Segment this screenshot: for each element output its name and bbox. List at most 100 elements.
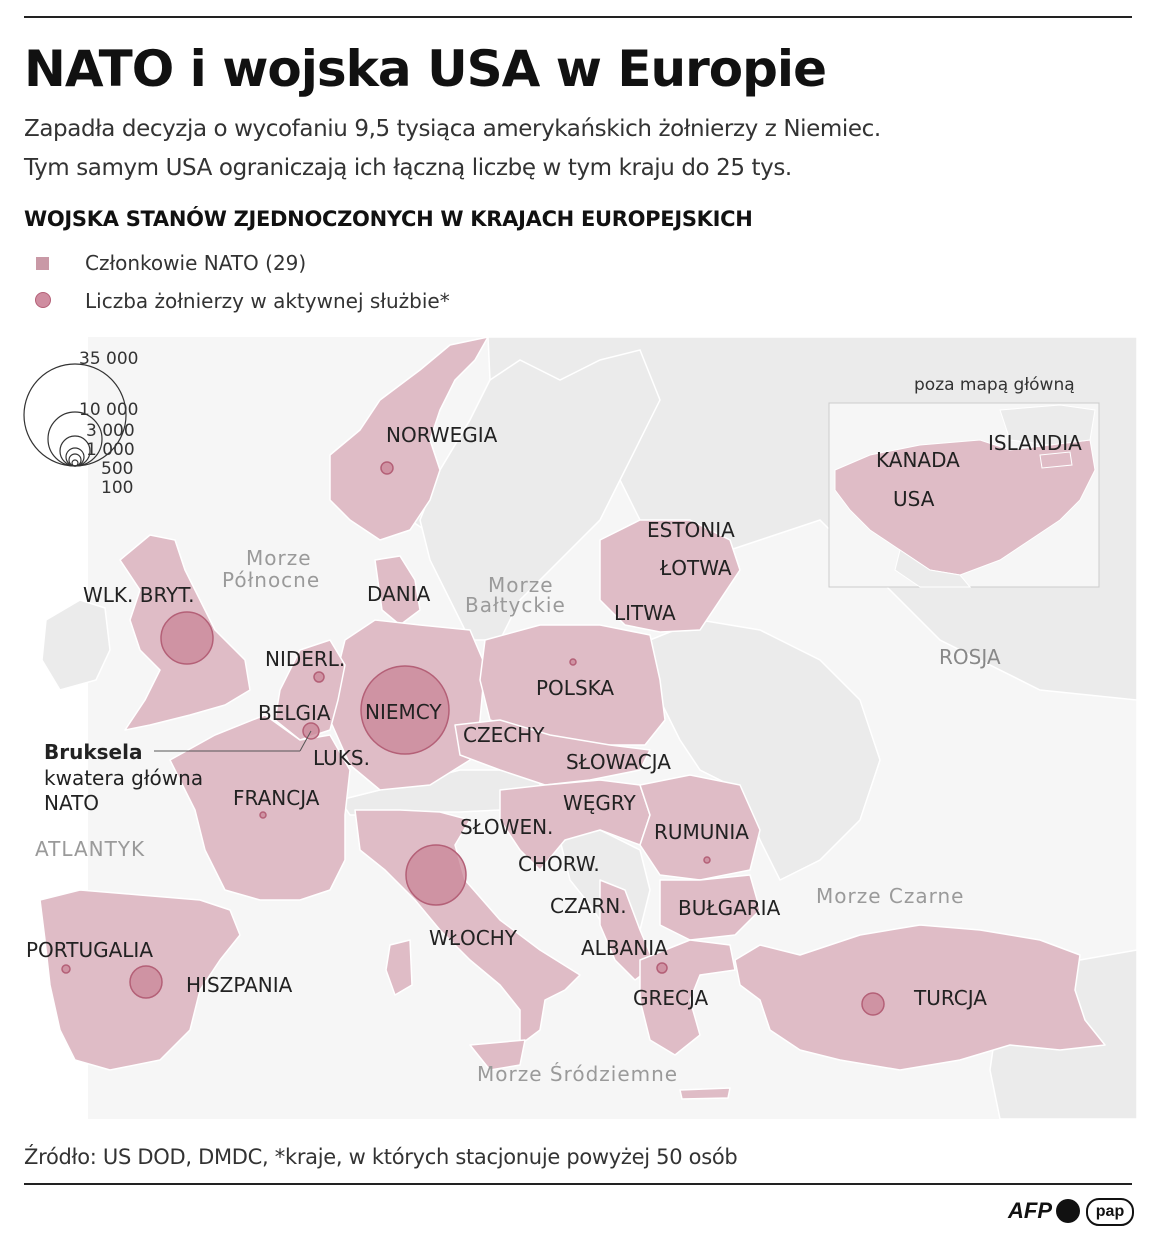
inset-label-canada: KANADA bbox=[876, 448, 960, 472]
circle-swatch-icon bbox=[35, 292, 51, 308]
label-spain: HISZPANIA bbox=[186, 973, 293, 997]
country-labels: NORWEGIA WLK. BRYT. DANIA ESTONIA ŁOTWA … bbox=[26, 423, 1001, 1010]
label-russia: ROSJA bbox=[939, 645, 1001, 669]
label-turkey: TURCJA bbox=[913, 986, 987, 1010]
inset-label-iceland: ISLANDIA bbox=[988, 431, 1082, 455]
norway-shape bbox=[329, 336, 489, 541]
netherlands-belgium-shape bbox=[274, 639, 346, 741]
label-black-sea: Morze Czarne bbox=[816, 884, 964, 908]
bulgaria-shape bbox=[659, 874, 761, 941]
label-north-sea-2: Północne bbox=[222, 568, 320, 592]
label-italy: WŁOCHY bbox=[429, 926, 518, 950]
label-croatia: CHORW. bbox=[518, 852, 600, 876]
size-scale bbox=[23, 363, 127, 467]
label-albania: ALBANIA bbox=[581, 936, 668, 960]
source-note: Źródło: US DOD, DMDC, *kraje, w których … bbox=[24, 1145, 738, 1169]
europe-map: 35 000 10 000 3 000 1 000 500 100 NORWEG… bbox=[23, 336, 1138, 1120]
romania-shape bbox=[639, 774, 761, 881]
czechia-slovakia-shape bbox=[454, 719, 651, 786]
logos: AFP pap bbox=[974, 1198, 1134, 1228]
inset-iceland-land bbox=[1039, 451, 1073, 469]
legend-members-label: Członkowie NATO (29) bbox=[85, 251, 307, 275]
label-lithuania: LITWA bbox=[614, 601, 676, 625]
legend-troops-label: Liczba żołnierzy w aktywnej służbie* bbox=[85, 289, 450, 313]
label-baltic-1: Morze bbox=[488, 573, 554, 597]
brussels-annotation: Bruksela kwatera główna NATO bbox=[44, 740, 203, 815]
afp-logo: AFP bbox=[1008, 1198, 1052, 1223]
inset-greenland-land bbox=[999, 404, 1096, 446]
label-slovakia: SŁOWACJA bbox=[566, 750, 671, 774]
size-scale-labels: 35 000 10 000 3 000 1 000 500 100 bbox=[79, 349, 138, 498]
denmark-shape bbox=[374, 555, 421, 626]
inset-map: KANADA ISLANDIA USA bbox=[828, 402, 1100, 588]
label-uk: WLK. BRYT. bbox=[83, 583, 195, 607]
scale-circle-1000 bbox=[65, 447, 85, 467]
page-title: NATO i wojska USA w Europie bbox=[24, 40, 827, 98]
label-baltic-2: Bałtyckie bbox=[465, 593, 566, 617]
label-north-sea-1: Morze bbox=[246, 546, 312, 570]
inset-north-america-land bbox=[834, 439, 1096, 576]
label-mediterranean: Morze Śródziemne bbox=[477, 1062, 678, 1086]
inset-title: poza mapą główną bbox=[914, 375, 1075, 395]
label-germany: NIEMCY bbox=[365, 700, 442, 724]
brussels-leader-line-2 bbox=[299, 730, 312, 752]
bubble-portugal bbox=[61, 964, 71, 974]
scale-label-10000: 10 000 bbox=[79, 400, 138, 420]
bubble-spain bbox=[129, 965, 163, 999]
bubble-france bbox=[259, 811, 267, 819]
bottom-rule bbox=[24, 1183, 1132, 1185]
scale-label-3000: 3 000 bbox=[86, 421, 135, 441]
crete-shape bbox=[679, 1087, 731, 1100]
label-bulgaria: BUŁGARIA bbox=[678, 896, 781, 920]
label-hungary: WĘGRY bbox=[563, 791, 637, 815]
hungary-slovenia-croatia-shape bbox=[499, 779, 651, 871]
inset-label-usa: USA bbox=[893, 487, 935, 511]
sea-labels: Morze Północne Morze Bałtyckie ATLANTYK … bbox=[35, 546, 964, 1086]
sicily-shape bbox=[469, 1039, 526, 1071]
troop-bubbles bbox=[61, 461, 885, 1016]
label-atlantic: ATLANTYK bbox=[35, 837, 145, 861]
label-norway: NORWEGIA bbox=[386, 423, 498, 447]
scale-label-1000: 1 000 bbox=[86, 440, 135, 460]
subtitle-line-1: Zapadła decyzja o wycofaniu 9,5 tysiąca … bbox=[24, 116, 881, 142]
label-slovenia: SŁOWEN. bbox=[460, 815, 553, 839]
label-france: FRANCJA bbox=[233, 786, 320, 810]
bubble-norway bbox=[380, 461, 394, 475]
bubble-germany bbox=[360, 665, 450, 755]
label-greece: GRECJA bbox=[633, 986, 709, 1010]
label-denmark: DANIA bbox=[367, 582, 431, 606]
ireland bbox=[41, 599, 111, 691]
bubble-uk bbox=[160, 611, 214, 665]
scale-label-500: 500 bbox=[101, 459, 133, 479]
label-poland: POLSKA bbox=[536, 676, 614, 700]
pap-logo: pap bbox=[1086, 1198, 1134, 1226]
brussels-line-1: kwatera główna bbox=[44, 766, 203, 790]
top-rule bbox=[24, 16, 1132, 18]
bubble-romania bbox=[703, 856, 711, 864]
square-swatch-icon bbox=[36, 257, 49, 270]
afp-dot-icon bbox=[1056, 1199, 1080, 1223]
bubble-netherlands bbox=[313, 671, 325, 683]
section-title: WOJSKA STANÓW ZJEDNOCZONYCH W KRAJACH EU… bbox=[24, 207, 753, 231]
label-latvia: ŁOTWA bbox=[659, 556, 732, 580]
brussels-name: Bruksela bbox=[44, 740, 142, 764]
sweden-finland bbox=[419, 349, 661, 641]
turkey-shape bbox=[734, 924, 1106, 1071]
scale-label-35000: 35 000 bbox=[79, 349, 138, 369]
label-estonia: ESTONIA bbox=[647, 518, 735, 542]
subtitle-line-2: Tym samym USA ograniczają ich łączną lic… bbox=[24, 155, 792, 181]
scale-circle-100 bbox=[71, 459, 79, 467]
label-belgium: BELGIA bbox=[258, 701, 331, 725]
belarus-ukraine bbox=[649, 619, 881, 882]
label-luxembourg: LUKS. bbox=[313, 746, 370, 770]
baltics-shape bbox=[599, 519, 741, 633]
bubble-turkey bbox=[861, 992, 885, 1016]
sardinia-shape bbox=[385, 939, 413, 996]
label-romania: RUMUNIA bbox=[654, 820, 749, 844]
label-czechia: CZECHY bbox=[463, 723, 545, 747]
scale-label-100: 100 bbox=[101, 478, 133, 498]
label-netherlands: NIDERL. bbox=[265, 647, 345, 671]
bubble-poland bbox=[569, 658, 577, 666]
brussels-line-2: NATO bbox=[44, 791, 99, 815]
inset-mexico-land bbox=[894, 549, 972, 588]
